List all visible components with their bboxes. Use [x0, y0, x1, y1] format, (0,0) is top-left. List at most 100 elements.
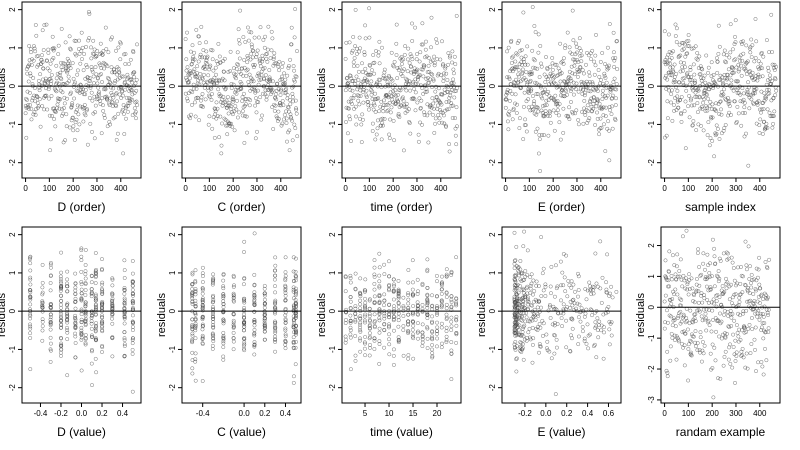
point — [48, 148, 53, 153]
point — [720, 284, 725, 289]
point — [375, 118, 380, 123]
x-tick-label: 10 — [385, 409, 394, 418]
point — [525, 335, 529, 340]
point — [355, 63, 360, 68]
point — [595, 284, 600, 289]
point — [758, 286, 763, 291]
point — [589, 57, 593, 62]
point — [542, 103, 547, 108]
point — [686, 38, 691, 43]
point — [243, 114, 248, 119]
point — [418, 50, 423, 55]
point — [545, 67, 550, 72]
point — [572, 72, 577, 77]
point — [283, 326, 288, 331]
point — [555, 322, 560, 326]
y-tick-label: -3 — [647, 396, 656, 404]
point — [372, 265, 377, 270]
point — [552, 320, 557, 325]
point — [723, 349, 728, 354]
point — [242, 348, 247, 353]
point — [382, 311, 387, 316]
point — [391, 289, 396, 293]
point — [358, 316, 363, 321]
point — [719, 131, 724, 136]
point — [513, 59, 518, 64]
point — [750, 70, 755, 75]
point — [98, 63, 103, 68]
point — [769, 12, 774, 17]
x-tick-label: 100 — [523, 184, 537, 193]
point — [281, 117, 286, 122]
point — [429, 105, 434, 110]
point — [761, 336, 766, 341]
point — [717, 334, 722, 339]
point — [360, 69, 365, 74]
point — [94, 305, 98, 309]
point — [89, 333, 94, 338]
point — [59, 305, 63, 310]
point — [736, 62, 741, 67]
point — [530, 318, 535, 323]
point — [582, 93, 587, 98]
point — [100, 343, 105, 348]
point — [221, 321, 226, 326]
point — [262, 45, 267, 50]
point — [48, 288, 53, 293]
point — [718, 259, 723, 263]
point — [100, 257, 104, 262]
point — [94, 337, 98, 342]
point — [738, 99, 743, 104]
point — [238, 8, 243, 13]
point — [100, 329, 105, 334]
point — [286, 130, 291, 135]
point — [265, 59, 270, 64]
point — [754, 86, 759, 91]
point — [587, 73, 592, 78]
point — [240, 66, 244, 71]
point — [110, 313, 115, 318]
point — [65, 313, 70, 318]
point — [687, 44, 692, 49]
point — [122, 311, 127, 316]
point — [674, 71, 679, 76]
point — [286, 64, 291, 68]
point — [368, 72, 373, 77]
point — [193, 378, 198, 383]
y-axis-label: residuals — [156, 292, 168, 337]
point — [410, 327, 415, 332]
point — [406, 328, 410, 333]
point — [425, 267, 430, 272]
point — [604, 280, 609, 285]
point — [29, 106, 34, 111]
point — [444, 306, 449, 311]
point — [47, 113, 52, 118]
point — [59, 270, 64, 275]
point — [83, 313, 88, 318]
point — [676, 314, 681, 319]
point — [517, 126, 522, 131]
point — [730, 70, 735, 75]
point — [694, 344, 698, 349]
point — [557, 120, 562, 125]
point — [516, 38, 521, 43]
point — [65, 70, 70, 75]
point — [699, 291, 704, 296]
point — [426, 140, 431, 145]
point — [40, 319, 45, 324]
point — [750, 43, 755, 48]
point — [293, 293, 298, 298]
point — [537, 133, 542, 138]
point — [85, 107, 89, 112]
point — [528, 337, 533, 342]
point — [49, 72, 54, 77]
point — [108, 122, 113, 127]
point — [190, 102, 194, 107]
point — [281, 81, 286, 86]
point — [671, 316, 676, 321]
point — [122, 354, 127, 358]
point — [288, 112, 293, 117]
plot-frame — [341, 226, 462, 404]
point — [755, 314, 760, 319]
point — [273, 311, 277, 316]
